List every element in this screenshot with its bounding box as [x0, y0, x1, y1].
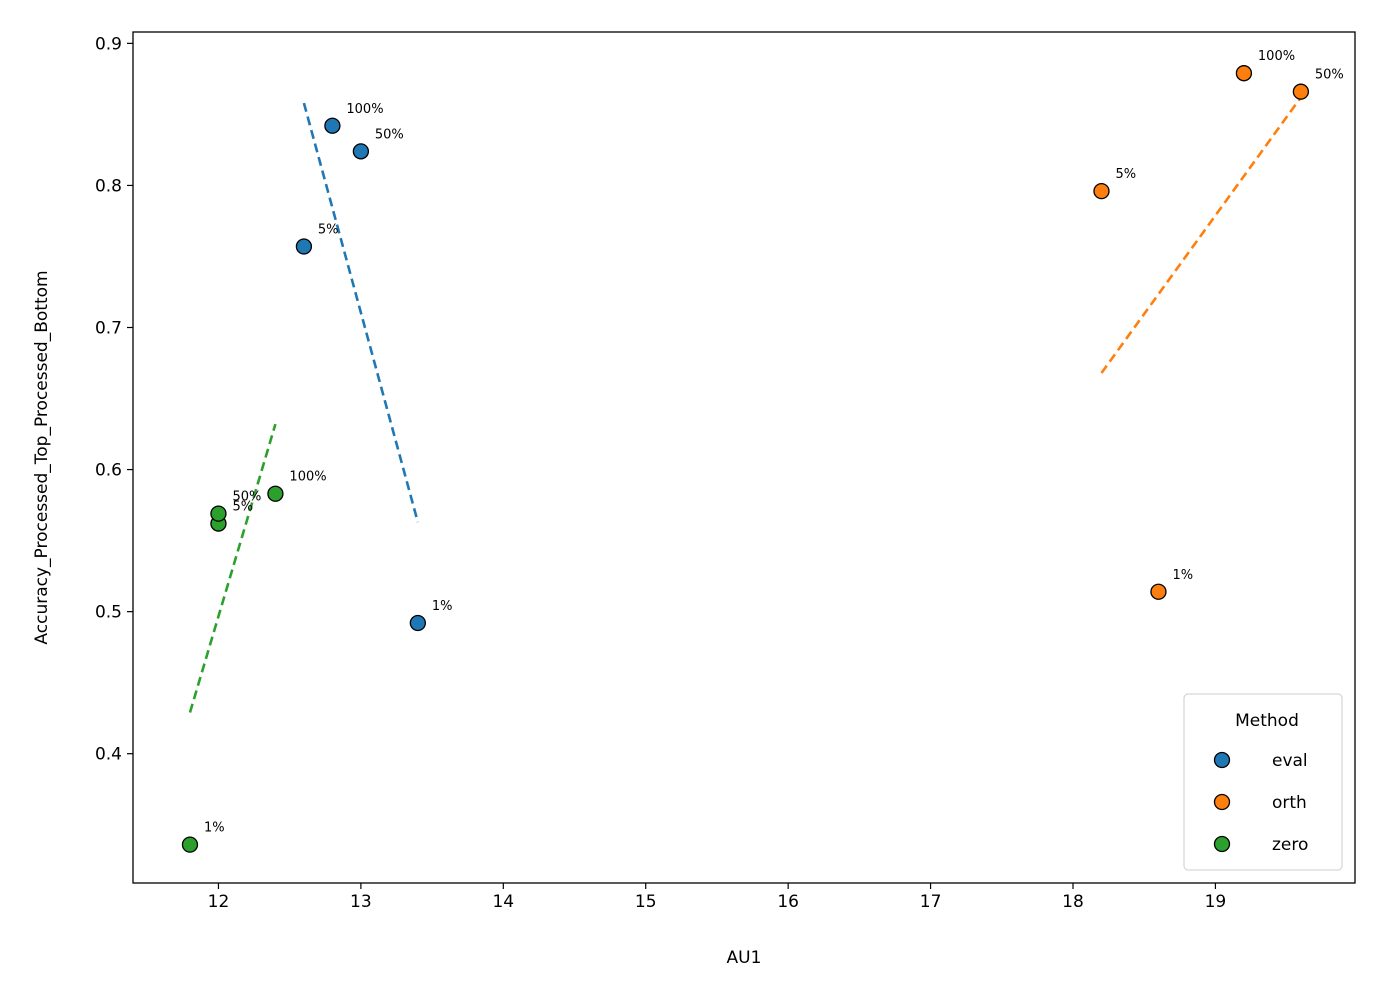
point-label-zero: 5% [232, 500, 253, 515]
point-zero [267, 485, 284, 502]
data-points [181, 65, 1310, 853]
point-orth [1292, 83, 1310, 100]
point-label-orth: 100% [1258, 49, 1295, 64]
point-label-eval: 50% [375, 127, 404, 142]
legend-label-orth: orth [1272, 793, 1307, 813]
x-tick-label: 14 [492, 892, 514, 912]
point-label-eval: 100% [346, 102, 383, 117]
point-orth [1235, 65, 1253, 82]
legend-box [1183, 693, 1343, 871]
x-tick-label: 17 [920, 892, 942, 912]
point-eval [409, 614, 426, 632]
point-label-zero: 1% [204, 821, 225, 836]
point-zero [181, 836, 199, 853]
trend-line-zero [188, 423, 277, 713]
axes: 12 13 14 15 16 17 18 19 0.4 0.5 0.6 0.7 0.8 0.9 [95, 34, 1226, 912]
x-tick-label: 13 [350, 892, 372, 912]
y-tick-label: 0.8 [95, 176, 122, 196]
x-tick-label: 19 [1205, 892, 1227, 912]
point-label-zero: 50% [232, 490, 261, 505]
point-eval [324, 117, 341, 134]
legend-title: Method [1235, 711, 1299, 731]
x-tick-label: 15 [635, 892, 657, 912]
point-orth [1150, 583, 1167, 600]
y-tick-label: 0.6 [95, 461, 122, 481]
legend: Method eval orth zero [1183, 693, 1343, 871]
y-tick-label: 0.5 [95, 603, 122, 623]
legend-marker-orth [1213, 793, 1231, 811]
trend-line-orth [1100, 96, 1302, 374]
trend-line-eval [302, 102, 420, 523]
y-tick-label: 0.7 [95, 319, 122, 339]
point-zero [210, 505, 227, 522]
point-eval [295, 238, 313, 255]
point-label-orth: 1% [1172, 568, 1193, 583]
point-label-eval: 5% [318, 223, 339, 238]
legend-marker-zero [1213, 835, 1231, 853]
legend-label-zero: zero [1272, 835, 1308, 855]
y-tick-label: 0.4 [95, 745, 122, 765]
point-orth [1093, 182, 1110, 200]
legend-marker-eval [1213, 751, 1231, 769]
point-label-orth: 50% [1315, 68, 1344, 83]
point-eval [352, 143, 370, 160]
x-tick-label: 12 [208, 892, 230, 912]
legend-label-eval: eval [1272, 751, 1308, 771]
point-labels: 1%5%50%100%1%5%50%100%1%5%50%100% [204, 49, 1344, 835]
trend-lines [188, 96, 1302, 713]
point-label-zero: 100% [289, 470, 326, 485]
point-label-eval: 1% [432, 599, 453, 614]
x-axis-title: AU1 [727, 948, 762, 968]
y-axis-title: Accuracy_Processed_Top_Processed_Bottom [32, 270, 52, 644]
y-tick-label: 0.9 [95, 34, 122, 54]
plot-frame [132, 31, 1356, 884]
x-tick-label: 16 [777, 892, 799, 912]
x-tick-label: 18 [1062, 892, 1084, 912]
point-label-orth: 5% [1115, 167, 1136, 182]
